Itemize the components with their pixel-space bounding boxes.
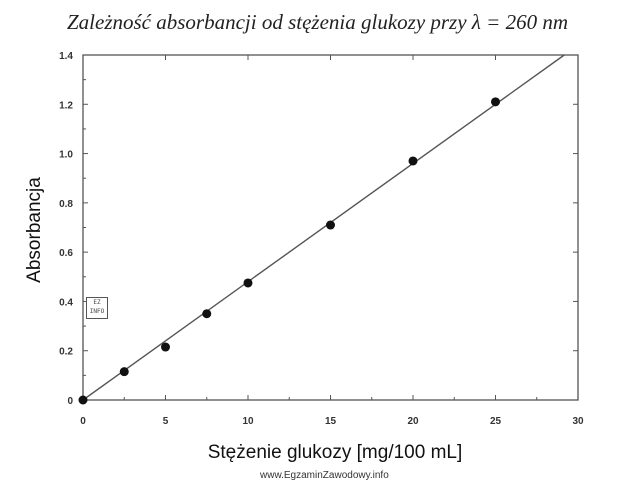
y-tick-label: 0 — [67, 396, 73, 407]
x-tick-label: 25 — [490, 416, 502, 427]
data-point — [243, 278, 253, 288]
x-tick-label: 20 — [407, 416, 419, 427]
x-axis-label: Stężenie glukozy [mg/100 mL] — [208, 442, 463, 463]
chart-title: Zależność absorbancji od stężenia glukoz… — [67, 10, 568, 34]
data-point — [326, 220, 335, 230]
watermark: www.EgzaminZawodowy.info — [260, 470, 389, 481]
x-tick-label: 5 — [163, 416, 169, 427]
data-point — [78, 395, 88, 405]
data-point — [408, 156, 418, 166]
y-tick-label: 0.6 — [59, 248, 73, 259]
ez-info-logo: EZ INFO — [86, 297, 108, 319]
y-tick-label: 1.0 — [59, 150, 73, 161]
plot-axes: 0 5 10 15 20 25 30 0 0.2 0.4 0.6 0.8 1.0 1.2 1.4 — [59, 51, 584, 427]
y-tick-label: 1.2 — [59, 100, 73, 111]
fit-line — [82, 54, 565, 401]
x-tick-label: 30 — [572, 416, 584, 427]
y-tick-label: 1.4 — [59, 51, 73, 62]
data-point — [119, 367, 129, 377]
data-points — [78, 97, 500, 405]
y-tick-label: 0.8 — [59, 199, 73, 210]
data-point — [202, 309, 212, 319]
data-point — [491, 97, 500, 107]
fit-line-group — [82, 54, 565, 401]
data-point — [161, 342, 170, 352]
x-tick-label: 15 — [325, 416, 337, 427]
y-axis-label: Absorbancja — [24, 177, 45, 283]
y-tick-label: 0.4 — [59, 297, 73, 308]
y-tick-label: 0.2 — [59, 347, 73, 358]
x-tick-label: 0 — [80, 416, 86, 427]
x-tick-label: 10 — [242, 416, 254, 427]
